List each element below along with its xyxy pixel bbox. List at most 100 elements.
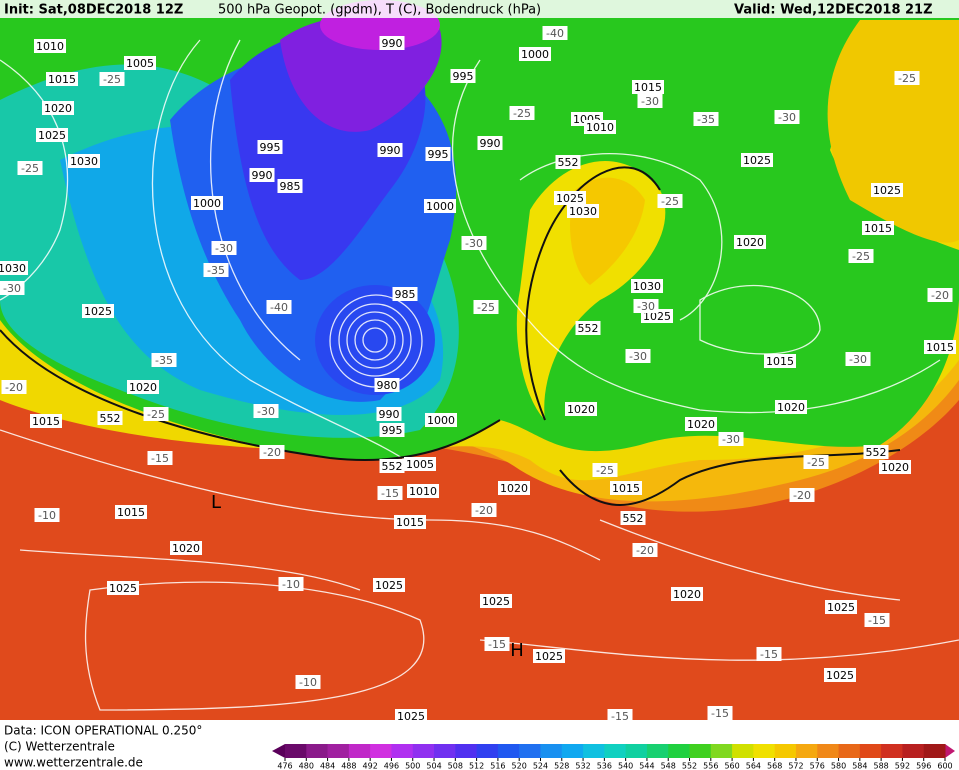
isobar-label: 1030 bbox=[569, 205, 597, 218]
colorbar-segment bbox=[476, 744, 499, 758]
isobar-label: 1000 bbox=[521, 48, 549, 61]
temperature-label: -30 bbox=[722, 433, 740, 446]
colorbar-segment bbox=[370, 744, 392, 758]
isobar-label: 990 bbox=[380, 144, 401, 157]
colorbar-segment bbox=[902, 744, 925, 758]
isobar-label: 995 bbox=[453, 70, 474, 83]
label-box bbox=[473, 300, 499, 314]
colorbar-tick-label: 580 bbox=[831, 762, 846, 770]
label-box bbox=[17, 161, 43, 175]
label-box bbox=[555, 155, 581, 169]
colorbar-segment bbox=[391, 744, 414, 758]
isobar-label: 1025 bbox=[743, 154, 771, 167]
colorbar-segment bbox=[434, 744, 456, 758]
label-box bbox=[115, 505, 147, 519]
colorbar-segment bbox=[348, 744, 371, 758]
label-box bbox=[671, 587, 703, 601]
colorbar-segment bbox=[646, 744, 669, 758]
label-box bbox=[567, 204, 599, 218]
isobar-label: 1025 bbox=[375, 579, 403, 592]
isobar-label: 1020 bbox=[129, 381, 157, 394]
isobar-label: 1020 bbox=[736, 236, 764, 249]
label-box bbox=[631, 279, 663, 293]
label-box bbox=[425, 147, 451, 161]
colorbar-segment bbox=[412, 744, 435, 758]
colorbar-tick-label: 588 bbox=[873, 762, 888, 770]
label-box bbox=[295, 675, 321, 689]
label-box bbox=[637, 94, 663, 108]
temperature-label: -20 bbox=[5, 381, 23, 394]
label-box bbox=[774, 110, 800, 124]
temperature-label: -30 bbox=[637, 300, 655, 313]
website: www.wetterzentrale.de bbox=[4, 756, 143, 770]
label-box bbox=[693, 112, 719, 126]
isobar-label: 995 bbox=[428, 148, 449, 161]
isobar-label: 1030 bbox=[633, 280, 661, 293]
temperature-label: -30 bbox=[641, 95, 659, 108]
label-box bbox=[461, 236, 487, 250]
temperature-label: -30 bbox=[215, 242, 233, 255]
colorbar-tick-label: 484 bbox=[320, 762, 335, 770]
label-box bbox=[775, 400, 807, 414]
temperature-label: -30 bbox=[849, 353, 867, 366]
isobar-label: 1025 bbox=[556, 192, 584, 205]
temperature-label: -25 bbox=[477, 301, 495, 314]
label-box bbox=[147, 451, 173, 465]
label-box bbox=[894, 71, 920, 85]
label-box bbox=[379, 423, 405, 437]
colorbar-tick-label: 600 bbox=[937, 762, 952, 770]
isobar-label: 1010 bbox=[36, 40, 64, 53]
colorbar-tick-label: 504 bbox=[426, 762, 441, 770]
isobar-label: 552 bbox=[866, 446, 887, 459]
label-box bbox=[127, 380, 159, 394]
label-box bbox=[97, 411, 123, 425]
label-box bbox=[718, 432, 744, 446]
isobar-label: 1020 bbox=[500, 482, 528, 495]
label-box bbox=[259, 445, 285, 459]
colorbar-segment bbox=[327, 744, 350, 758]
label-box bbox=[374, 378, 400, 392]
isobar-label: 552 bbox=[100, 412, 121, 425]
colorbar-segment bbox=[881, 744, 903, 758]
label-box bbox=[871, 183, 903, 197]
isobar-label: 552 bbox=[623, 512, 644, 525]
isobar-label: 1015 bbox=[634, 81, 662, 94]
colorbar-tick-label: 576 bbox=[810, 762, 825, 770]
colorbar-segment bbox=[583, 744, 605, 758]
label-box bbox=[36, 128, 68, 142]
colorbar-tick-label: 520 bbox=[512, 762, 527, 770]
temperature-label: -20 bbox=[793, 489, 811, 502]
pressure-center: H bbox=[510, 640, 524, 661]
label-box bbox=[633, 299, 659, 313]
label-box bbox=[143, 407, 169, 421]
colorbar-segment bbox=[732, 744, 754, 758]
colorbar-tick-label: 496 bbox=[384, 762, 399, 770]
isobar-label: 1015 bbox=[766, 355, 794, 368]
label-box bbox=[68, 154, 100, 168]
label-box bbox=[34, 39, 66, 53]
isobar-label: 1015 bbox=[48, 73, 76, 86]
label-box bbox=[425, 413, 457, 427]
colorbar-tick-label: 528 bbox=[554, 762, 569, 770]
isobar-label: 1025 bbox=[482, 595, 510, 608]
isobar-label: 1020 bbox=[673, 588, 701, 601]
colorbar-tick-label: 564 bbox=[746, 762, 761, 770]
isobar-label: 1025 bbox=[38, 129, 66, 142]
colorbar-tick-label: 548 bbox=[661, 762, 676, 770]
label-box bbox=[42, 101, 74, 115]
label-box bbox=[789, 488, 815, 502]
colorbar-tick-label: 532 bbox=[575, 762, 590, 770]
colorbar-tick-label: 592 bbox=[895, 762, 910, 770]
colorbar-tick-label: 500 bbox=[405, 762, 420, 770]
isobar-label: 1015 bbox=[864, 222, 892, 235]
isobar-label: 990 bbox=[379, 408, 400, 421]
colorbar-tick-label: 488 bbox=[341, 762, 356, 770]
isobar-label: 1010 bbox=[586, 121, 614, 134]
label-box bbox=[46, 72, 78, 86]
valid-time: Valid: Wed,12DEC2018 21Z bbox=[734, 3, 933, 18]
init-time: Init: Sat,08DEC2018 12Z bbox=[4, 3, 183, 18]
pressure-center: L bbox=[211, 492, 221, 513]
label-box bbox=[404, 457, 436, 471]
isobar-label: 552 bbox=[558, 156, 579, 169]
label-box bbox=[657, 194, 683, 208]
